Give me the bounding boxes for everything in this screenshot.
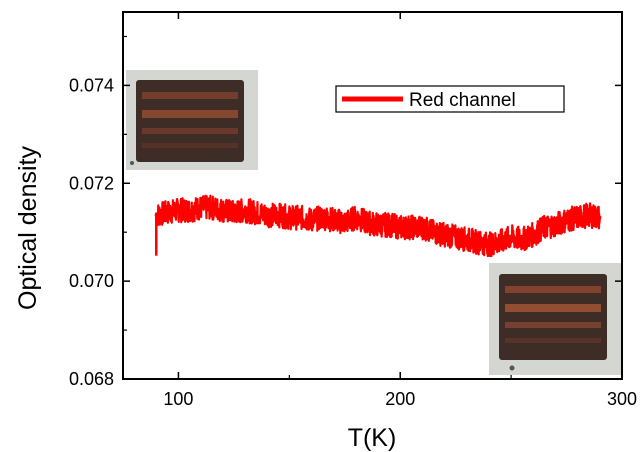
data-point: [387, 223, 391, 227]
data-point: [221, 208, 225, 212]
data-point: [365, 220, 369, 225]
data-point: [520, 237, 524, 242]
data-point: [210, 206, 214, 210]
data-point: [309, 218, 314, 222]
data-point: [431, 230, 436, 234]
data-point: [598, 215, 602, 220]
x-tick-label: 200: [385, 389, 415, 409]
data-point: [376, 223, 380, 227]
ticks-layer: 100 200 300 0.068 0.070 0.072 0.074: [69, 12, 637, 409]
series-layer: [154, 194, 602, 258]
data-point: [232, 211, 236, 215]
inset-image-bottom-right: [489, 263, 621, 375]
data-point: [154, 213, 158, 217]
data-point: [243, 208, 247, 212]
data-point: [454, 235, 458, 239]
data-point: [332, 218, 336, 222]
data-point: [298, 215, 303, 220]
x-tick-label: 300: [607, 389, 637, 409]
series-line-red-channel-trace: [155, 194, 601, 258]
y-tick-label: 0.068: [69, 369, 114, 389]
data-point: [498, 240, 502, 244]
data-point: [476, 240, 480, 244]
inset-image-top-left: [126, 70, 258, 170]
data-point: [343, 220, 347, 225]
y-tick-label: 0.072: [69, 173, 114, 193]
data-point: [354, 215, 358, 220]
data-point: [165, 211, 169, 215]
data-point: [587, 213, 591, 217]
data-point: [487, 242, 491, 247]
data-point: [553, 223, 558, 227]
legend-label-red-channel: Red channel: [409, 90, 516, 111]
data-point: [199, 206, 203, 210]
data-point: [564, 218, 569, 222]
data-point: [265, 213, 269, 217]
data-point: [398, 225, 402, 229]
data-point: [254, 211, 258, 215]
data-point: [321, 215, 325, 220]
data-point: [409, 225, 413, 229]
y-axis-title: Optical density: [14, 146, 42, 310]
data-point: [531, 233, 535, 237]
data-point: [276, 213, 280, 217]
plot-frame: [122, 11, 623, 380]
x-axis-title: T(K): [348, 424, 397, 452]
data-point: [576, 215, 580, 220]
data-point: [542, 225, 546, 229]
data-point: [442, 233, 447, 237]
y-tick-label: 0.070: [69, 271, 114, 291]
data-point: [465, 237, 469, 242]
data-point: [420, 225, 424, 229]
data-point: [287, 215, 291, 220]
x-tick-label: 100: [163, 389, 193, 409]
data-point: [509, 235, 513, 239]
data-point: [176, 208, 181, 212]
data-point: [187, 208, 192, 212]
legend: Red channel: [335, 85, 565, 113]
y-tick-label: 0.074: [69, 75, 114, 95]
